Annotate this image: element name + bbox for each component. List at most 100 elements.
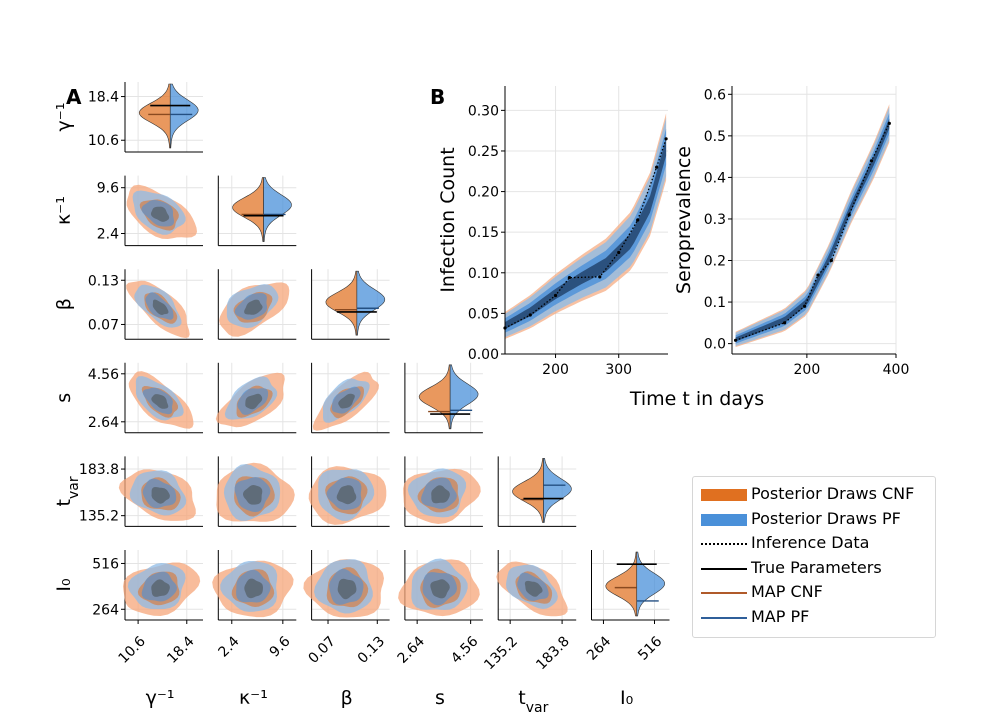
y-param-label-gamma: γ⁻¹	[53, 103, 75, 132]
x-tick-label: 264	[584, 633, 614, 663]
y-tick-label: 0.4	[704, 170, 726, 186]
seroprevalence-chart: 200 400 0.0 0.1 0.2 0.3 0.4 0.5 0.6 Seroprevalenc…	[673, 86, 909, 378]
panel-label-a: A	[66, 85, 82, 109]
density-core	[150, 206, 170, 222]
panel-label-b: B	[430, 85, 445, 109]
y-param-label-I0: I₀	[53, 578, 75, 591]
pair-cell-I0-tvar: 135.2 183.8	[481, 550, 577, 674]
density-core	[524, 580, 543, 597]
x-tick-label: 135.2	[481, 634, 521, 674]
pair-cell-I0-gamma: 10.6 18.4 264 516	[92, 550, 203, 667]
pair-cell-tvar-gamma: 135.2 183.8	[79, 456, 203, 527]
inference-data-point	[528, 313, 532, 317]
y-tick-label: 0.2	[704, 254, 726, 270]
pair-cell-beta-kappa	[217, 269, 297, 340]
pair-cell-kappa-gamma: 2.4 9.6	[97, 175, 203, 247]
inference-data-point	[664, 137, 668, 141]
legend-swatch-line	[701, 616, 747, 619]
x-param-label-s: s	[435, 687, 445, 709]
inference-data-point	[829, 258, 833, 263]
x-tick-label: 200	[794, 362, 821, 378]
pair-cell-tvar-tvar	[497, 456, 577, 527]
y-param-label-kappa: κ⁻¹	[53, 196, 75, 225]
legend-item: MAP PF	[693, 606, 937, 630]
legend-swatch-line	[701, 567, 747, 570]
density-core	[244, 578, 263, 599]
density-core	[337, 578, 357, 600]
x-param-label-kappa: κ⁻¹	[239, 687, 268, 709]
x-param-label-tvar: tvar	[518, 687, 548, 716]
y-axis-label: Infection Count	[437, 147, 459, 292]
inference-data-point	[598, 275, 602, 279]
inference-data-line	[735, 123, 890, 341]
pair-cell-I0-I0: 264 516	[584, 550, 670, 664]
y-tick-label: 4.56	[88, 367, 119, 383]
y-tick-label: 18.4	[88, 90, 119, 106]
y-tick-label: 0.30	[468, 103, 499, 119]
y-tick-label: 0.10	[468, 266, 499, 282]
inference-data-point	[803, 304, 807, 308]
legend-swatch-line	[701, 592, 747, 594]
legend-item: Posterior Draws CNF	[693, 483, 937, 507]
y-tick-label: 0.25	[468, 144, 499, 160]
inference-data-point	[636, 218, 640, 222]
y-param-label-beta: β	[53, 298, 75, 310]
violin-cnf	[605, 551, 638, 617]
y-tick-label: 0.5	[704, 129, 726, 145]
y-tick-label: 183.8	[79, 462, 119, 478]
legend-item: Posterior Draws PF	[693, 508, 937, 532]
legend-item: MAP CNF	[693, 581, 937, 605]
density-core	[151, 579, 170, 597]
density-core	[245, 393, 263, 410]
inference-data-point	[617, 250, 621, 255]
inference-data-point	[733, 338, 738, 342]
density-core	[152, 299, 169, 315]
y-tick-label: 10.6	[88, 133, 119, 149]
legend-item: True Parameters	[693, 557, 937, 581]
density-core	[243, 485, 263, 505]
y-param-label-tvar: tvar	[53, 476, 82, 506]
legend-label: Posterior Draws PF	[751, 508, 901, 528]
y-tick-label: 0.3	[704, 212, 726, 228]
y-param-label-tvar-sub: var	[66, 476, 82, 499]
x-tick-label: 0.13	[355, 634, 388, 667]
y-tick-label: 9.6	[97, 181, 119, 197]
x-param-label-tvar-base: t	[518, 687, 525, 709]
y-param-label-s: s	[53, 393, 75, 403]
legend-swatch-band	[701, 513, 747, 526]
y-tick-label: 2.64	[88, 415, 119, 431]
inference-data-point	[847, 213, 851, 217]
pair-cell-s-kappa	[215, 362, 297, 434]
density-core	[336, 485, 357, 505]
band-cnf-outer	[735, 104, 890, 348]
x-tick-label: 300	[605, 362, 632, 378]
violin-cnf	[512, 458, 544, 523]
inference-data-point	[553, 293, 558, 298]
inference-data-point	[567, 276, 572, 280]
x-tick-label: 183.8	[533, 634, 573, 674]
pair-cell-I0-kappa: 2.4 9.6	[212, 550, 297, 661]
y-axis-label: Seroprevalence	[673, 146, 695, 294]
violin-pf	[543, 458, 572, 523]
violin-pf	[449, 364, 479, 430]
y-tick-label: 516	[92, 556, 119, 572]
legend-label: MAP CNF	[751, 582, 823, 601]
y-param-label-tvar-base: t	[53, 499, 75, 506]
y-tick-label: 0.6	[704, 87, 726, 103]
band-pf-outer	[735, 106, 890, 347]
band-pf-mid	[735, 113, 890, 344]
x-tick-label: 516	[635, 633, 665, 663]
legend-label: Inference Data	[751, 533, 870, 552]
time-axis-label: Time t in days	[629, 388, 764, 410]
density-core	[244, 299, 263, 315]
violin-pf	[356, 270, 386, 336]
pair-cell-s-beta	[311, 362, 390, 434]
y-tick-label: 0.1	[704, 295, 726, 311]
x-tick-label: 2.64	[395, 633, 428, 666]
x-tick-label: 4.56	[448, 633, 481, 666]
pair-plot-panel-a: 10.618.42.49.60.070.132.644.56135.2183.8…	[53, 82, 670, 716]
legend-swatch-dotted	[701, 543, 747, 545]
violin-cnf	[138, 83, 171, 149]
x-tick-label: 400	[883, 362, 910, 378]
x-tick-label: 0.07	[305, 634, 338, 667]
